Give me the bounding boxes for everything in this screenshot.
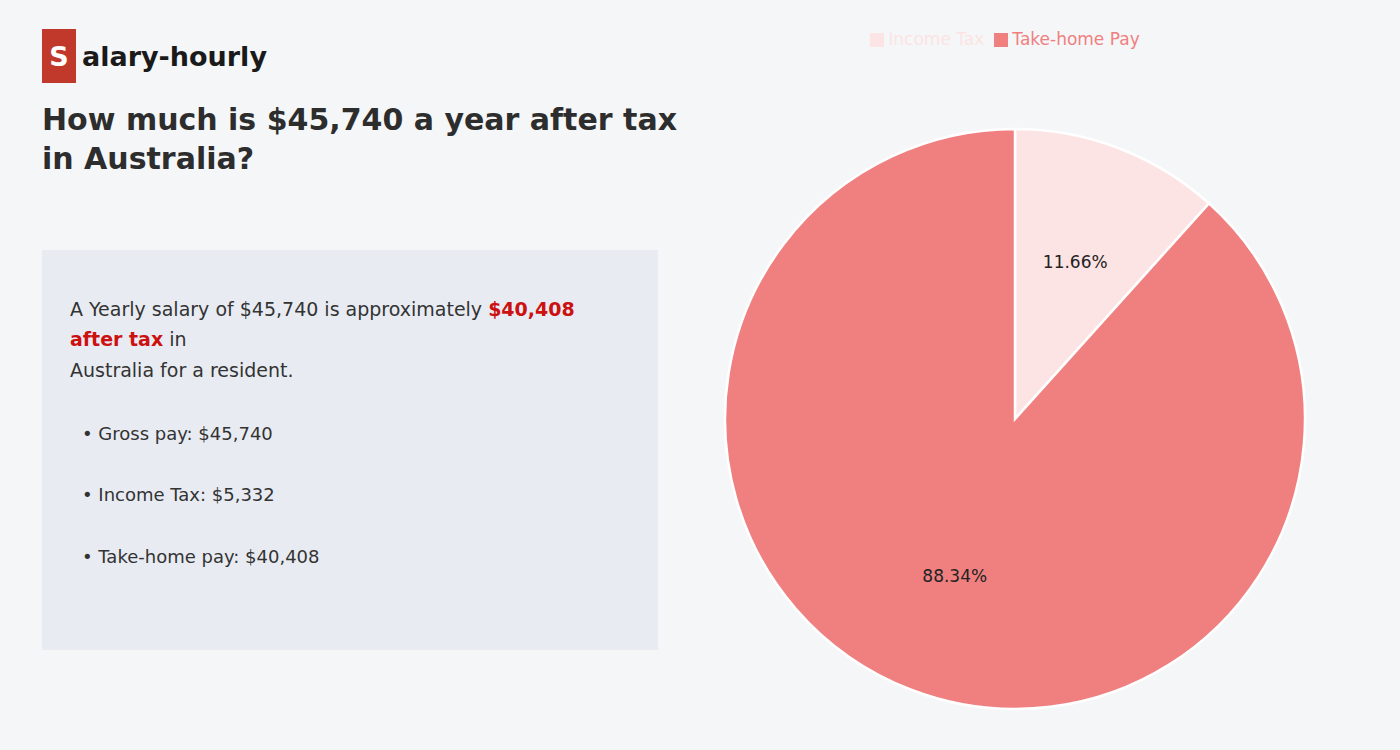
- html-text:S: S: [49, 40, 69, 72]
- html-text:Australia for a resident.: Australia for a resident.: [70, 358, 294, 381]
- html-text:• Gross pay: $45,740: • Gross pay: $45,740: [82, 423, 273, 445]
- svg-text:11.66%: 11.66%: [1043, 252, 1108, 272]
- html-text:How much is $45,740 a year aft: How much is $45,740 a year after tax in …: [42, 102, 677, 176]
- html-text:alary-hourly: alary-hourly: [82, 40, 267, 72]
- html-text:• Income Tax: $5,332: • Income Tax: $5,332: [82, 484, 275, 506]
- html-text:Take-home Pay: Take-home Pay: [1012, 29, 1140, 49]
- svg-text:88.34%: 88.34%: [922, 566, 987, 586]
- html-text:Income Tax: Income Tax: [888, 29, 985, 49]
- html-text:A Yearly salary of $45,740 is: A Yearly salary of $45,740 is approximat…: [70, 298, 575, 351]
- html-text:• Take-home pay: $40,408: • Take-home pay: $40,408: [82, 545, 320, 567]
